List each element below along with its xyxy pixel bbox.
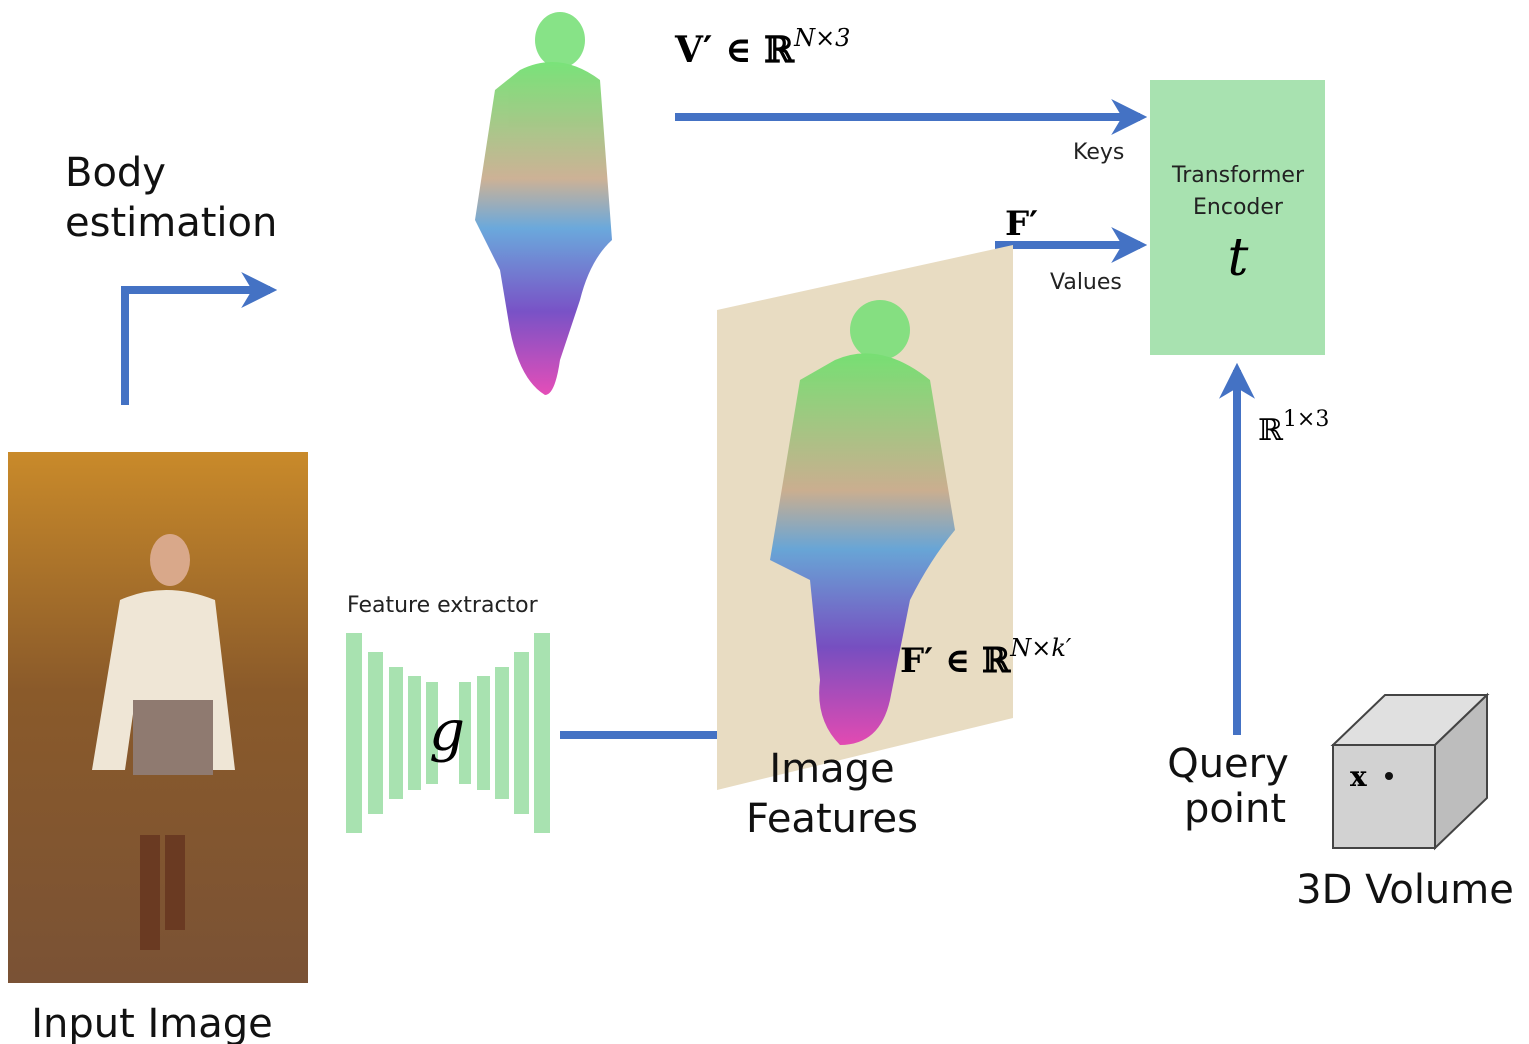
point-cloud — [770, 300, 955, 745]
label: Values — [1050, 270, 1122, 295]
label: Body — [65, 150, 166, 196]
text: V′ ∈ ℝ — [674, 29, 795, 71]
label: Transformer — [1171, 163, 1305, 188]
text: F′ ∈ ℝ — [900, 641, 1011, 681]
label: Keys — [1073, 140, 1124, 165]
point — [1385, 772, 1393, 780]
label: point — [1184, 786, 1286, 832]
math-label: ℝ1×3 — [1258, 407, 1329, 448]
label: Query — [1167, 741, 1289, 787]
math-label: V′ ∈ ℝN×3 — [674, 24, 850, 71]
text: N×3 — [793, 24, 850, 52]
text: N×k′ — [1009, 634, 1072, 662]
text: 1×3 — [1283, 407, 1329, 432]
transformer-box — [1150, 80, 1325, 355]
label: Image — [769, 746, 894, 792]
label: 3D Volume — [1296, 867, 1514, 913]
point-label: x — [1350, 760, 1367, 793]
math-label: F′ ∈ ℝN×k′ — [900, 634, 1072, 681]
text: ℝ — [1258, 413, 1284, 448]
person — [92, 534, 235, 950]
math-label: F′ — [1005, 204, 1038, 244]
label: Input Image — [31, 1001, 273, 1044]
label: estimation — [65, 200, 277, 246]
cube — [1330, 692, 1490, 851]
symbol: t — [1228, 228, 1249, 288]
arrow — [121, 272, 278, 405]
label: Features — [746, 796, 918, 842]
symbol: g — [429, 699, 465, 764]
point-cloud — [475, 12, 612, 395]
label: Feature extractor — [347, 593, 539, 618]
label: Encoder — [1193, 195, 1284, 220]
encoder-bars — [346, 633, 550, 833]
